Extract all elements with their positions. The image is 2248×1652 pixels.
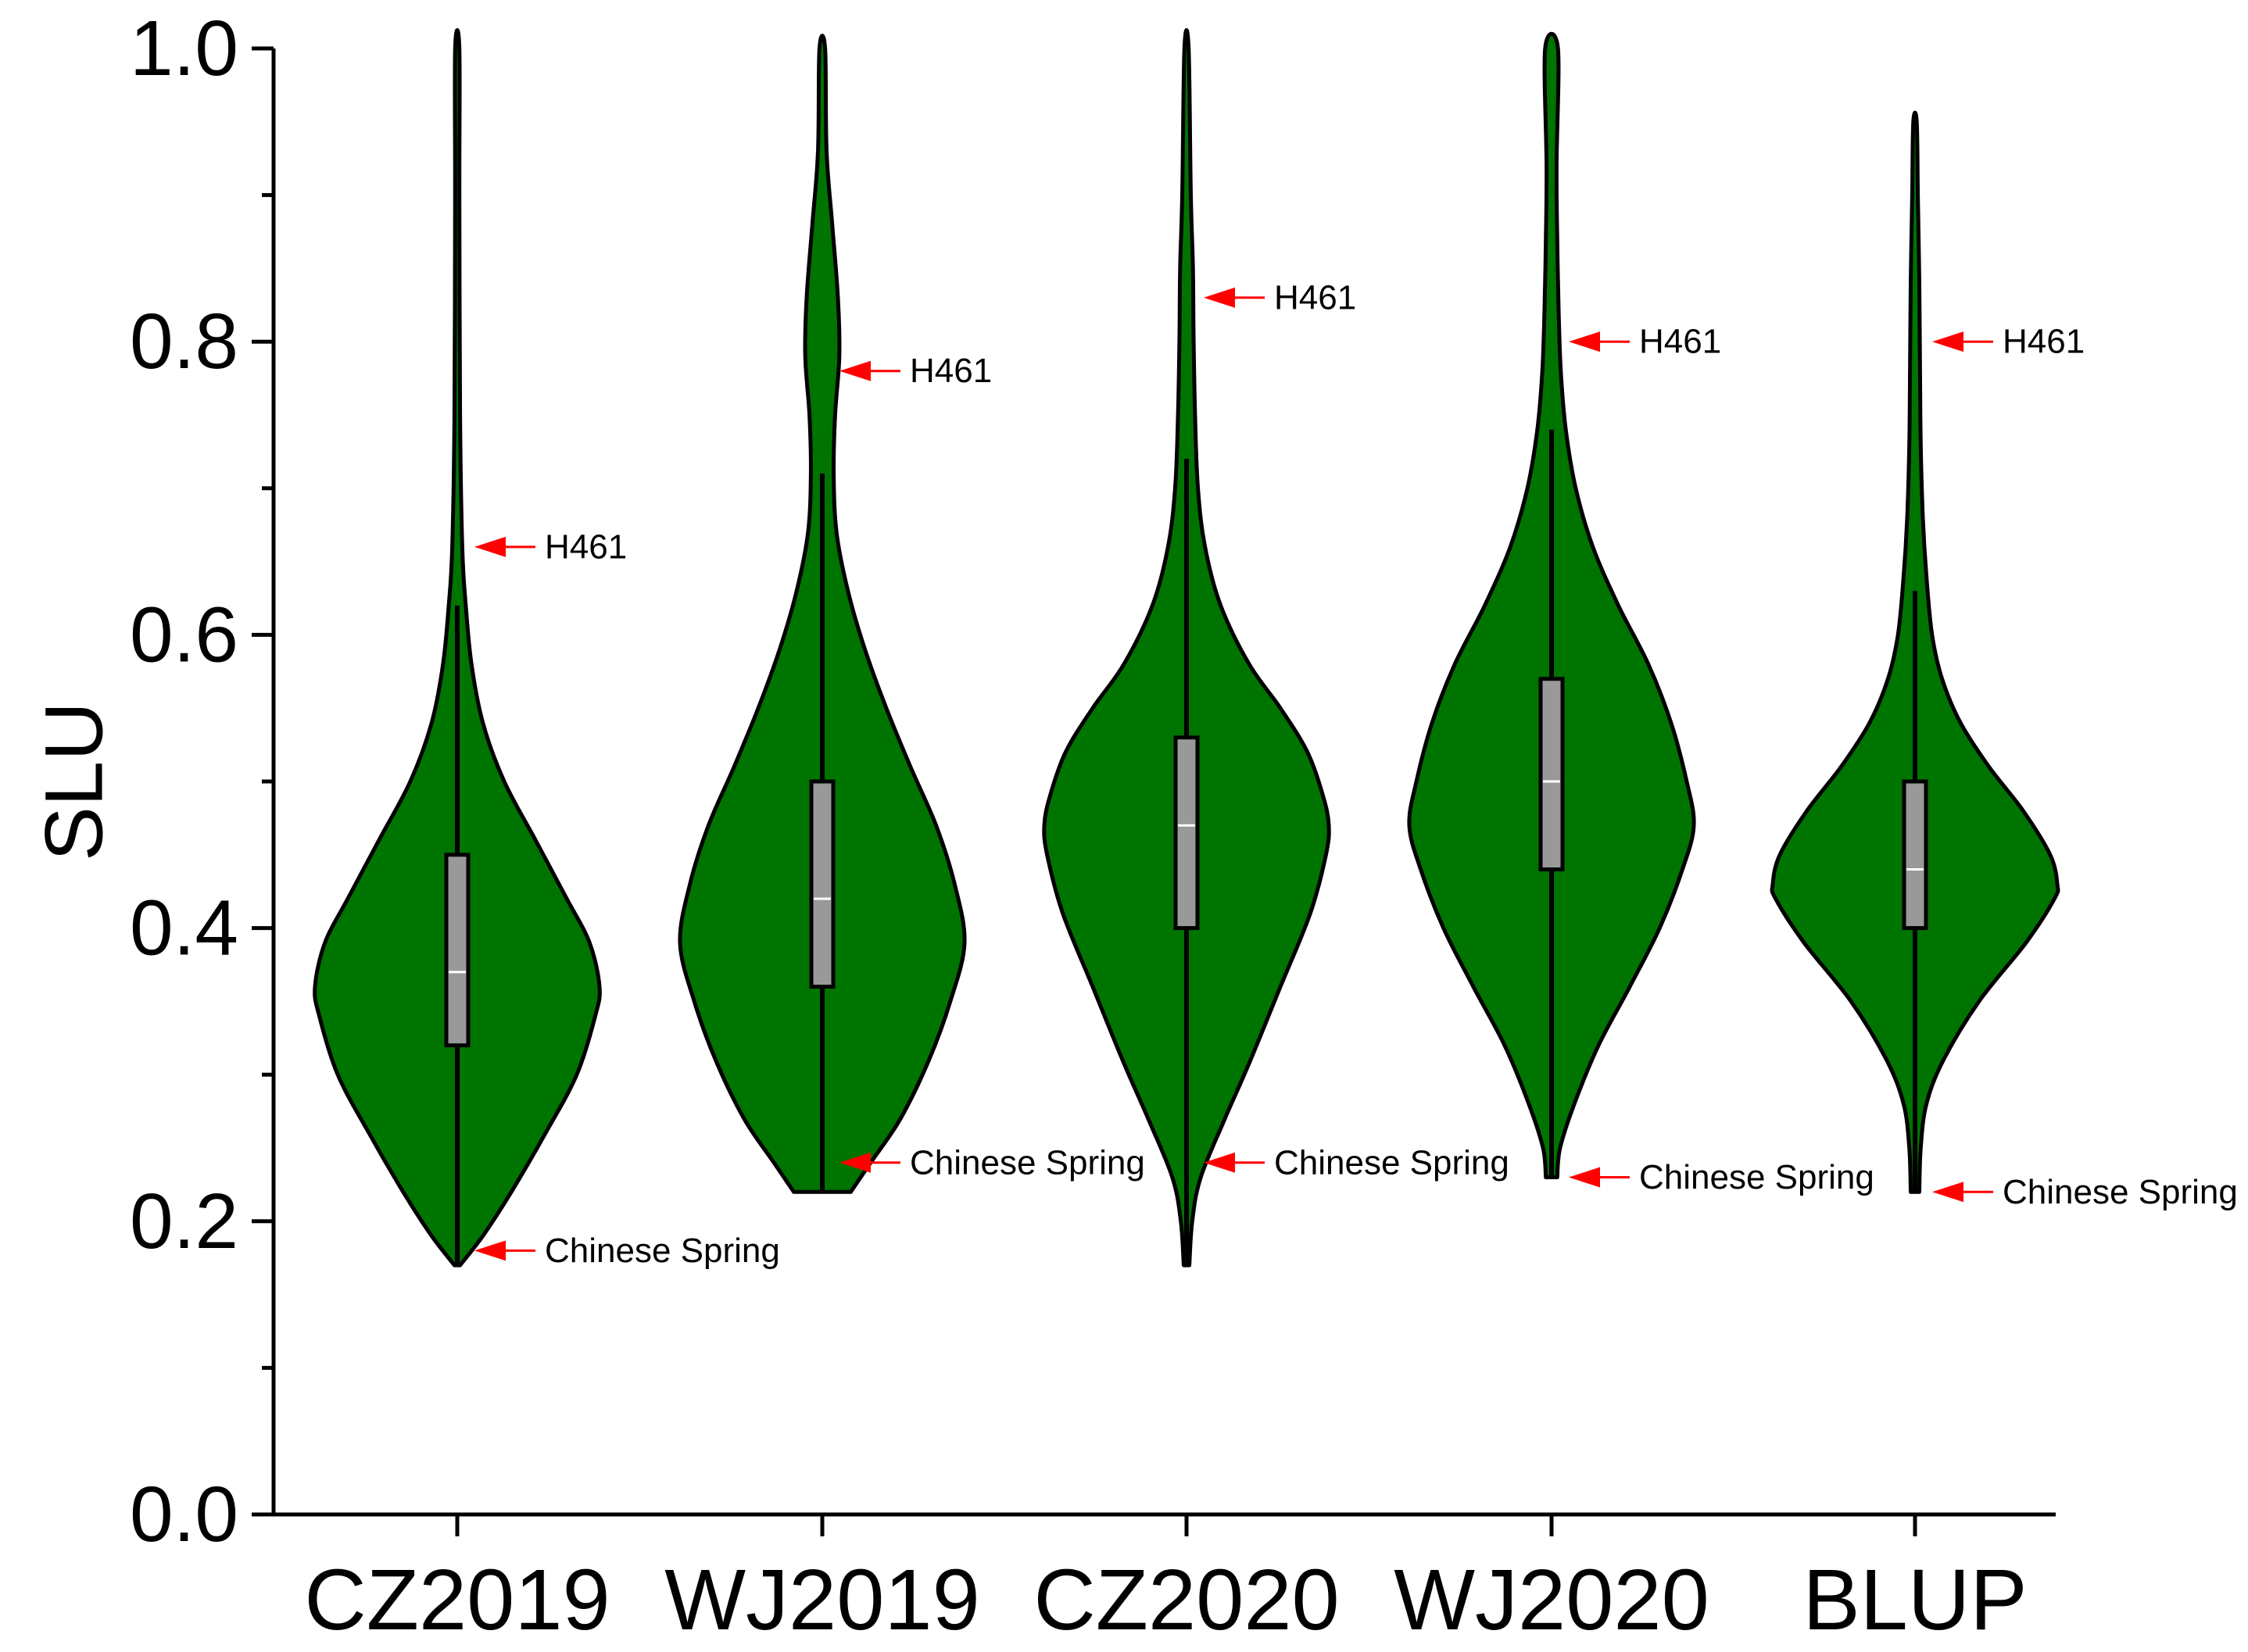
iqr-box bbox=[809, 779, 836, 989]
iqr-box bbox=[1538, 677, 1565, 872]
annotation-arrow-head bbox=[1569, 331, 1600, 352]
y-tick-label: 0.8 bbox=[130, 298, 238, 385]
annotation-label: Chinese Spring bbox=[545, 1232, 780, 1270]
x-tick-label: BLUP bbox=[1802, 1552, 2027, 1648]
y-tick-label: 0.2 bbox=[130, 1178, 238, 1265]
annotation-label: Chinese Spring bbox=[910, 1143, 1145, 1182]
annotation-label: Chinese Spring bbox=[1639, 1158, 1874, 1196]
y-tick-label: 0.6 bbox=[130, 591, 238, 678]
y-tick-label: 1.0 bbox=[130, 5, 238, 92]
x-tick-label: WJ2019 bbox=[664, 1552, 980, 1648]
annotation-label: H461 bbox=[2003, 323, 2085, 361]
x-tick-label: CZ2019 bbox=[304, 1552, 610, 1648]
annotation-label: H461 bbox=[1274, 278, 1356, 316]
annotation-arrow-head bbox=[1204, 1152, 1235, 1173]
annotation-label: Chinese Spring bbox=[1274, 1143, 1509, 1182]
annotation-label: Chinese Spring bbox=[2003, 1173, 2238, 1211]
annotation-h461: H461 bbox=[1932, 323, 2085, 361]
y-axis-title: SLU bbox=[29, 702, 120, 861]
violin-wj2020 bbox=[1407, 31, 1696, 1179]
annotation-chinese-spring: Chinese Spring bbox=[1569, 1158, 1874, 1196]
violin-blup bbox=[1770, 110, 2060, 1194]
annotation-arrow-head bbox=[1932, 1182, 1963, 1203]
annotation-chinese-spring: Chinese Spring bbox=[1204, 1143, 1509, 1182]
annotation-label: H461 bbox=[545, 527, 627, 566]
annotation-arrow-head bbox=[839, 1152, 871, 1173]
annotation-h461: H461 bbox=[1569, 323, 1721, 361]
annotation-arrow-head bbox=[1204, 287, 1235, 308]
annotation-arrow-head bbox=[474, 1240, 506, 1261]
violin-cz2020 bbox=[1042, 28, 1331, 1268]
y-tick-label: 0.4 bbox=[130, 885, 238, 972]
annotation-arrow-head bbox=[474, 536, 506, 557]
annotation-chinese-spring: Chinese Spring bbox=[839, 1143, 1145, 1182]
annotation-label: H461 bbox=[910, 352, 992, 390]
violin-wj2019 bbox=[678, 34, 967, 1194]
annotation-label: H461 bbox=[1639, 323, 1721, 361]
x-tick-label: WJ2020 bbox=[1394, 1552, 1709, 1648]
annotations: H461 Chinese Spring H461 Chinese Spring H461… bbox=[474, 278, 2238, 1270]
violins bbox=[313, 28, 2060, 1268]
iqr-box bbox=[444, 853, 471, 1048]
annotation-arrow-head bbox=[839, 360, 871, 381]
annotation-chinese-spring: Chinese Spring bbox=[474, 1232, 780, 1270]
annotation-h461: H461 bbox=[474, 527, 627, 566]
annotation-chinese-spring: Chinese Spring bbox=[1932, 1173, 2238, 1211]
x-tick-label: CZ2020 bbox=[1033, 1552, 1339, 1648]
iqr-box bbox=[1173, 735, 1200, 931]
y-ticks: 0.0 0.2 0.4 0.6 0.8 1.0 bbox=[130, 5, 274, 1558]
violin-cz2019 bbox=[313, 28, 602, 1268]
annotation-arrow-head bbox=[1569, 1167, 1600, 1188]
iqr-box bbox=[1902, 779, 1928, 931]
x-ticks: CZ2019 WJ2019 CZ2020 WJ2020 BLUP bbox=[304, 1514, 2028, 1648]
annotation-arrow-head bbox=[1932, 331, 1963, 352]
annotation-h461: H461 bbox=[1204, 278, 1356, 316]
annotation-h461: H461 bbox=[839, 352, 992, 390]
y-tick-label: 0.0 bbox=[130, 1471, 238, 1558]
